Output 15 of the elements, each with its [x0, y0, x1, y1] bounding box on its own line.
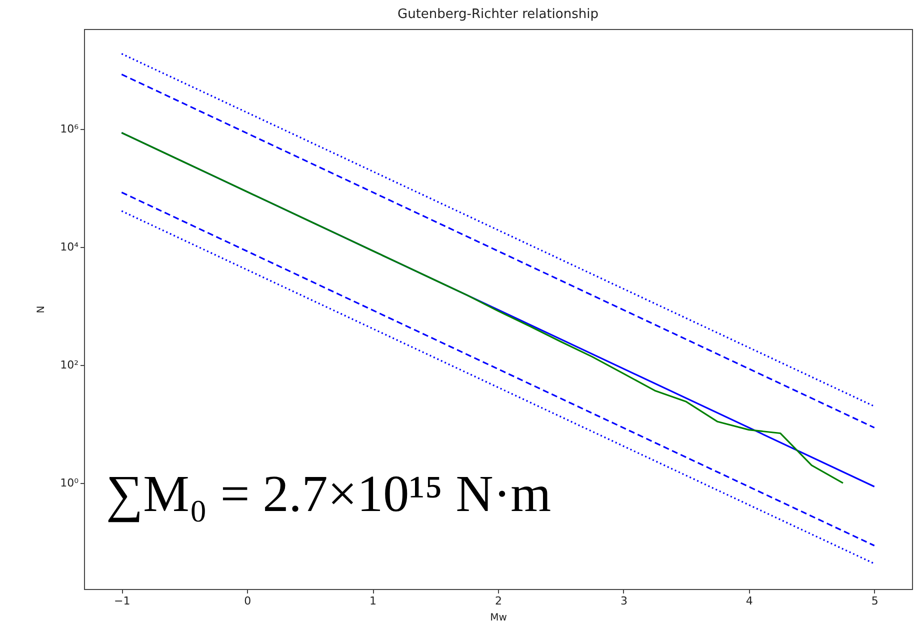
y-tick-label: 10⁴ — [60, 240, 80, 254]
x-axis-title: Mw — [490, 612, 507, 624]
chart-title: Gutenberg-Richter relationship — [398, 7, 598, 22]
y-tick-label: 10⁰ — [60, 476, 80, 490]
y-axis-title: N — [36, 306, 48, 314]
x-tick-label: 4 — [746, 594, 753, 608]
x-tick-label: 0 — [244, 594, 252, 608]
x-tick-label: −1 — [114, 594, 130, 608]
x-tick-label: 5 — [871, 594, 878, 608]
y-tick-label: 10⁶ — [60, 122, 80, 136]
x-tick-label: 3 — [620, 594, 628, 608]
x-tick-label: 1 — [370, 594, 377, 608]
y-tick-label: 10² — [60, 358, 78, 372]
annotation: ∑M₀ = 2.7×10¹⁵ N·m — [106, 466, 552, 523]
x-tick-label: 2 — [495, 594, 502, 608]
